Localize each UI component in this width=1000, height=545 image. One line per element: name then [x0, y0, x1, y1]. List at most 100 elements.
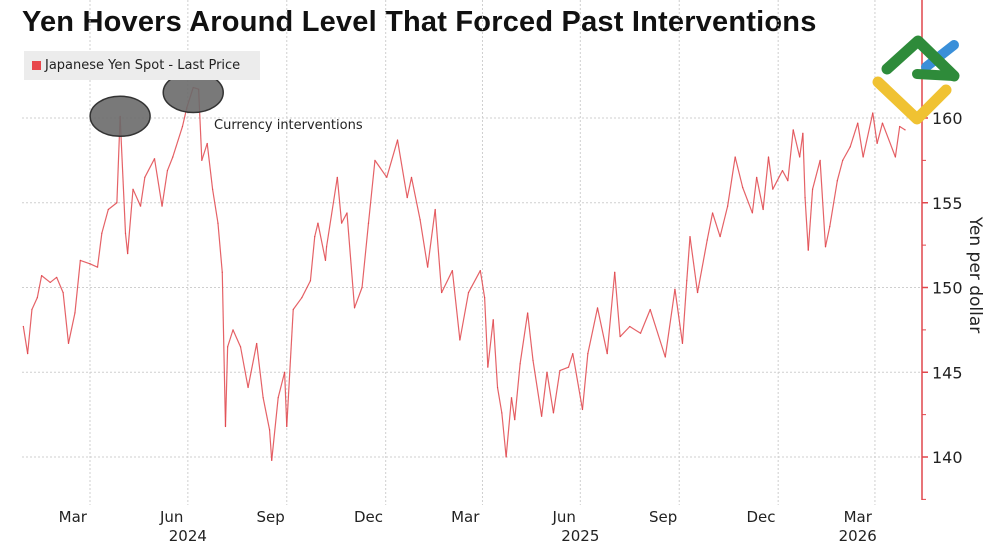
price-point: [492, 319, 494, 321]
price-segment: [696, 239, 708, 293]
price-point: [22, 325, 24, 328]
price-point: [336, 176, 338, 178]
price-point: [132, 188, 134, 190]
price-segment: [247, 343, 258, 388]
price-segment: [719, 205, 729, 237]
price-segment: [224, 346, 229, 427]
price-segment: [336, 177, 343, 224]
price-segment: [67, 312, 76, 344]
price-point: [751, 212, 753, 214]
price-segment: [552, 370, 561, 414]
price-segment: [56, 277, 64, 293]
price-segment: [172, 126, 184, 158]
price-point: [876, 142, 878, 145]
price-segment: [36, 275, 43, 298]
price-point: [649, 308, 651, 311]
price-segment: [271, 397, 279, 461]
price-segment: [107, 202, 118, 211]
x-tick-label: Sep: [649, 508, 677, 526]
price-segment: [772, 170, 784, 190]
price-point: [804, 197, 806, 199]
price-segment: [581, 353, 589, 410]
price-segment: [587, 307, 599, 354]
price-segment: [268, 429, 273, 461]
price-point: [587, 353, 589, 355]
price-segment: [812, 160, 821, 190]
price-point: [756, 176, 758, 178]
price-segment: [201, 143, 208, 161]
price-segment: [80, 259, 91, 265]
price-point: [727, 205, 729, 207]
price-segment: [514, 363, 521, 420]
price-segment: [166, 156, 174, 171]
price-point: [386, 176, 388, 178]
price-point: [139, 205, 142, 207]
price-point: [459, 339, 461, 341]
price-segment: [639, 309, 651, 334]
price-point: [127, 253, 129, 255]
price-point: [410, 176, 413, 178]
price-segment: [325, 177, 338, 247]
price-point: [762, 208, 764, 211]
price-segment: [519, 312, 529, 364]
price-point: [787, 180, 789, 182]
price-point: [217, 222, 219, 224]
price-point: [792, 129, 794, 131]
price-point: [802, 132, 804, 134]
price-point: [894, 156, 896, 158]
price-point: [541, 415, 543, 417]
price-segment: [484, 297, 489, 368]
price-segment: [496, 387, 503, 414]
price-segment: [217, 223, 223, 273]
price-point: [819, 159, 821, 161]
price-point: [419, 219, 421, 221]
price-point: [239, 346, 242, 348]
price-segment: [546, 372, 555, 414]
price-segment: [686, 236, 691, 281]
price-point: [664, 356, 666, 358]
price-point: [153, 158, 156, 160]
price-point: [546, 371, 548, 373]
x-year-label: 2026: [839, 527, 877, 545]
price-segment: [767, 156, 774, 190]
price-point: [277, 397, 279, 399]
intervention-annotations: [89, 71, 224, 138]
price-segment: [353, 287, 363, 309]
price-segment: [427, 209, 436, 268]
price-segment: [262, 397, 271, 430]
price-segment: [89, 263, 98, 268]
price-segment: [649, 309, 666, 358]
price-point: [427, 266, 429, 268]
price-point: [567, 366, 570, 368]
price-segment: [619, 326, 631, 338]
price-point: [62, 291, 64, 294]
price-segment: [211, 189, 219, 224]
price-segment: [681, 280, 688, 344]
price-segment: [441, 270, 453, 293]
price-point: [353, 307, 356, 309]
price-point: [479, 269, 481, 272]
price-segment: [361, 223, 370, 288]
logo-green-bar: [912, 69, 959, 81]
x-tick-label: Sep: [257, 508, 285, 526]
price-segment: [96, 233, 103, 268]
price-point: [367, 222, 370, 224]
price-point: [849, 146, 851, 148]
price-point: [824, 246, 827, 248]
price-segment: [819, 160, 827, 247]
price-point: [829, 225, 831, 228]
price-point: [596, 307, 599, 309]
price-point: [862, 156, 864, 158]
price-point: [166, 169, 169, 172]
price-point: [719, 236, 721, 238]
price-segment: [317, 222, 327, 261]
price-point: [271, 459, 273, 461]
gridlines: [22, 0, 922, 505]
price-point: [227, 346, 229, 348]
price-point: [711, 212, 714, 214]
price-segment: [751, 177, 758, 213]
x-year-label: 2025: [561, 527, 599, 545]
price-segment: [31, 297, 38, 310]
price-point: [309, 280, 312, 282]
price-point: [706, 239, 708, 241]
